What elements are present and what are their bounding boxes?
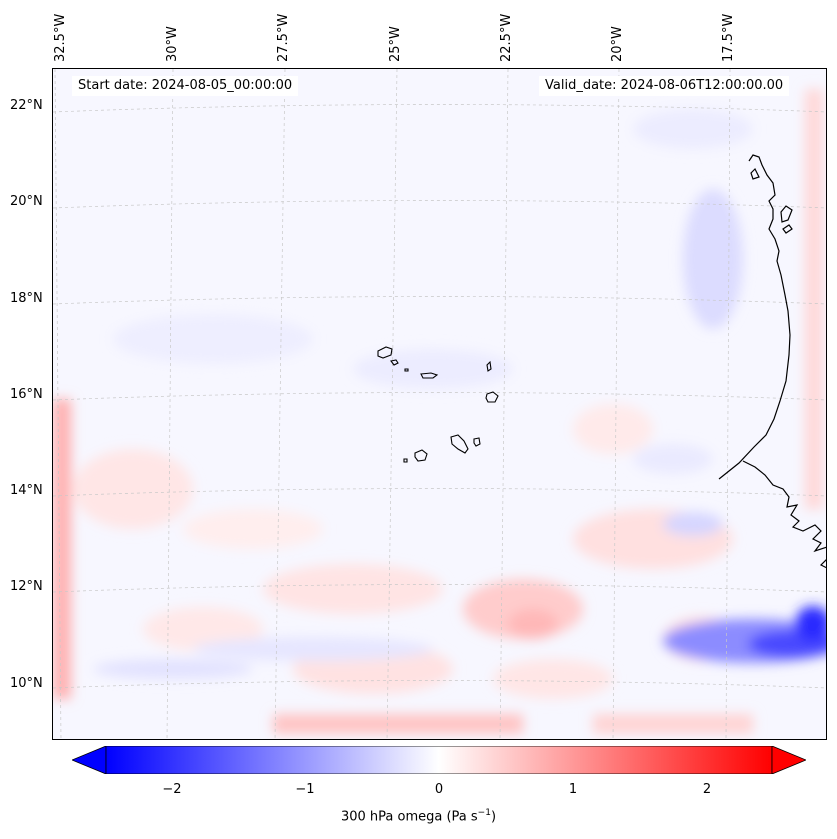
lat-label-22n: 22°N [10, 98, 43, 113]
omega-shading [53, 89, 826, 734]
lat-label-10n: 10°N [10, 676, 43, 691]
lon-label-30w: 30°W [165, 26, 180, 62]
colorbar-tick-0: 0 [434, 782, 444, 797]
valid-date-label: Valid_date: 2024-08-06T12:00:00.00 [539, 76, 790, 96]
colorbar-extend-max [771, 745, 808, 775]
colorbar-tick-m1: −1 [295, 782, 315, 797]
lon-label-22-5w: 22.5°W [499, 13, 514, 62]
lat-label-20n: 20°N [10, 194, 43, 209]
lat-label-12n: 12°N [10, 579, 43, 594]
start-date-label: Start date: 2024-08-05_00:00:00 [72, 76, 299, 96]
colorbar-title: 300 hPa omega (Pa s−1) [340, 808, 497, 825]
african-coastline [718, 154, 826, 569]
lat-label-18n: 18°N [10, 291, 43, 306]
graticule [53, 69, 826, 739]
lon-label-27-5w: 27.5°W [276, 13, 291, 62]
colorbar [70, 745, 808, 775]
lon-label-25w: 25°W [388, 26, 403, 62]
lon-label-17-5w: 17.5°W [721, 13, 736, 62]
lat-label-16n: 16°N [10, 387, 43, 402]
colorbar-tick-m2: −2 [162, 782, 182, 797]
lat-label-14n: 14°N [10, 483, 43, 498]
lon-label-32-5w: 32.5°W [53, 13, 68, 62]
cape-verde-islands [377, 346, 499, 463]
colorbar-tick-1: 1 [568, 782, 578, 797]
lon-label-20w: 20°W [610, 26, 625, 62]
colorbar-extend-min [70, 745, 107, 775]
omega-field-map [53, 69, 826, 739]
map-panel[interactable] [52, 68, 827, 740]
colorbar-gradient [70, 745, 808, 775]
colorbar-tick-2: 2 [702, 782, 712, 797]
